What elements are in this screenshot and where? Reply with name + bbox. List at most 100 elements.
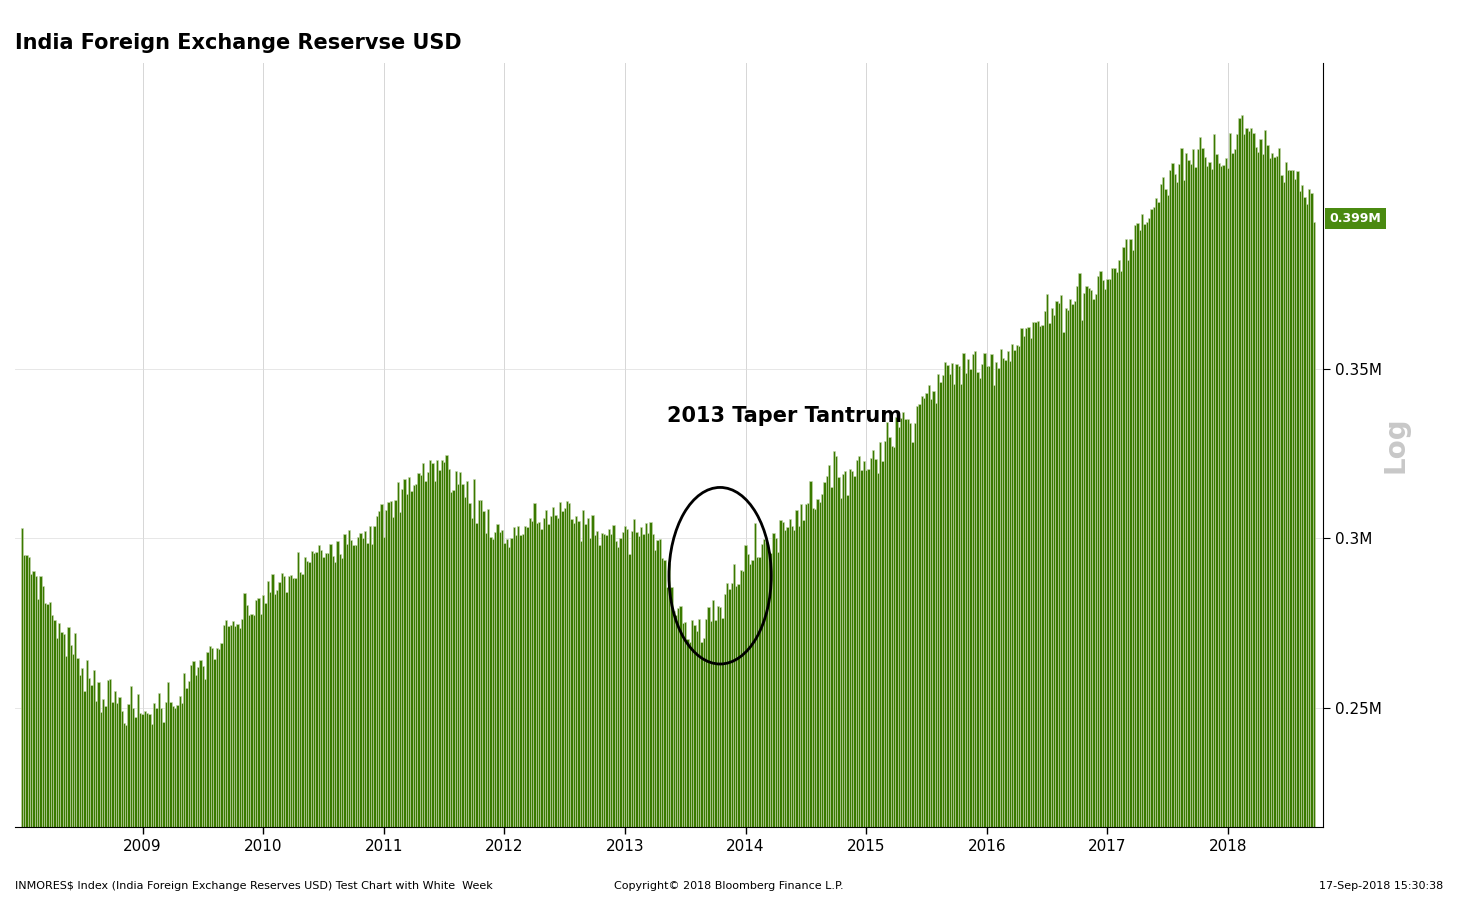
Bar [574, 516, 577, 905]
Bar [926, 393, 927, 905]
Bar [582, 510, 585, 905]
Bar [1190, 165, 1193, 905]
Bar [1108, 279, 1111, 905]
Bar [99, 712, 102, 905]
Bar [74, 634, 76, 905]
Bar [863, 462, 865, 905]
Bar [719, 607, 722, 905]
Bar [1146, 223, 1147, 905]
Bar [809, 481, 812, 905]
Bar [150, 724, 153, 905]
Bar [260, 614, 262, 905]
Bar [923, 398, 926, 905]
Bar [162, 722, 165, 905]
Bar [1040, 327, 1041, 905]
Bar [621, 532, 624, 905]
Bar [714, 620, 716, 905]
Bar [965, 373, 967, 905]
Bar [534, 503, 535, 905]
Bar [687, 639, 688, 905]
Bar [70, 645, 71, 905]
Bar [330, 544, 331, 905]
Bar [1252, 133, 1255, 905]
Bar [954, 384, 955, 905]
Bar [1124, 240, 1127, 905]
Bar [1255, 147, 1257, 905]
Bar [432, 462, 433, 905]
Bar [487, 509, 490, 905]
Bar [541, 529, 542, 905]
Bar [318, 545, 319, 905]
Bar [239, 628, 241, 905]
Bar [1210, 168, 1213, 905]
Bar [472, 479, 475, 905]
Bar [761, 545, 763, 905]
Bar [67, 627, 70, 905]
Bar [746, 554, 749, 905]
Bar [392, 517, 394, 905]
Bar [381, 504, 382, 905]
Bar [851, 471, 853, 905]
Bar [726, 583, 728, 905]
Bar [722, 618, 723, 905]
Bar [1303, 197, 1306, 905]
Bar [1095, 294, 1096, 905]
Text: INMORES$ Index (India Foreign Exchange Reserves USD) Test Chart with White  Week: INMORES$ Index (India Foreign Exchange R… [15, 881, 493, 891]
Bar [672, 611, 675, 905]
Bar [160, 708, 162, 905]
Bar [95, 701, 98, 905]
Bar [1241, 115, 1244, 905]
Bar [31, 574, 32, 905]
Bar [47, 604, 48, 905]
Bar [1123, 247, 1124, 905]
Bar [814, 510, 816, 905]
Bar [102, 700, 105, 905]
Bar [738, 584, 739, 905]
Bar [1147, 217, 1150, 905]
Bar [989, 367, 990, 905]
Bar [916, 405, 919, 905]
Bar [779, 520, 781, 905]
Bar [655, 550, 656, 905]
Bar [888, 437, 891, 905]
Bar [1022, 337, 1025, 905]
Bar [303, 557, 306, 905]
Bar [459, 472, 462, 905]
Bar [1267, 145, 1268, 905]
Bar [847, 494, 849, 905]
Bar [494, 532, 496, 905]
Bar [439, 470, 440, 905]
Bar [1051, 308, 1053, 905]
Bar [287, 576, 290, 905]
Bar [930, 399, 932, 905]
Bar [640, 527, 643, 905]
Bar [558, 502, 561, 905]
Bar [262, 595, 264, 905]
Bar [745, 545, 746, 905]
Bar [1073, 300, 1076, 905]
Bar [268, 592, 271, 905]
Bar [1193, 149, 1194, 905]
Bar [510, 538, 513, 905]
Bar [258, 598, 260, 905]
Bar [327, 553, 330, 905]
Bar [440, 461, 443, 905]
Bar [1028, 327, 1029, 905]
Bar [87, 679, 90, 905]
Bar [243, 594, 246, 905]
Bar [25, 555, 28, 905]
Bar [749, 565, 751, 905]
Bar [978, 378, 981, 905]
Bar [121, 711, 122, 905]
Bar [1222, 165, 1225, 905]
Bar [353, 545, 354, 905]
Bar [376, 516, 378, 905]
Bar [796, 510, 798, 905]
Bar [1013, 349, 1016, 905]
Bar [1226, 167, 1229, 905]
Bar [1174, 174, 1175, 905]
Bar [292, 578, 295, 905]
Bar [1069, 300, 1072, 905]
Bar [1009, 361, 1012, 905]
Bar [573, 522, 574, 905]
